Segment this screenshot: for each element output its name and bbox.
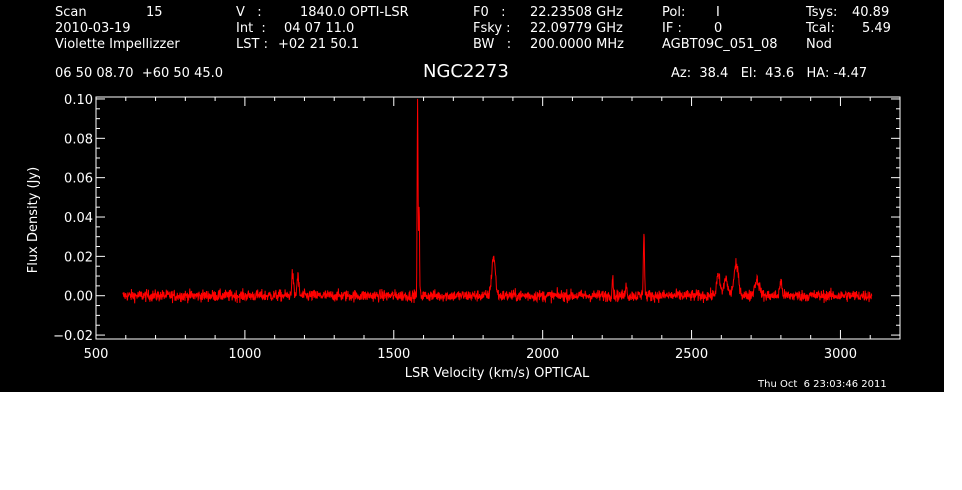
axes-layer: 500 1000 1500 2000 2500 3000 −0.02 0.00 0.02 0.04… (53, 93, 901, 362)
x-tick-label: 1500 (377, 347, 410, 362)
plot-frame (95, 96, 901, 340)
y-tick-label: 0.10 (64, 93, 93, 108)
y-axis-label: Flux Density (Jy) (26, 167, 41, 273)
bandwidth-label: BW : (473, 37, 512, 52)
if-value: 0 (714, 21, 723, 36)
velocity-value: 1840.0 OPTI-LSR (300, 5, 409, 20)
rest-frequency-value: 22.23508 GHz (530, 5, 623, 20)
observer-name: Violette Impellizzer (55, 37, 180, 52)
plot-panel: Scan 15 2010-03-19 Violette Impellizzer … (0, 0, 944, 392)
sky-frequency-label: Fsky : (473, 21, 511, 36)
tcal-label: Tcal: (806, 21, 835, 36)
az-el-ha: Az: 38.4 El: 43.6 HA: -4.47 (671, 66, 868, 81)
sky-frequency-value: 22.09779 GHz (530, 21, 623, 36)
observing-mode: Nod (806, 37, 832, 52)
observation-date: 2010-03-19 (55, 21, 131, 36)
y-tick-label: 0.08 (64, 132, 93, 147)
project-id: AGBT09C_051_08 (662, 37, 778, 52)
spectrum-line (122, 98, 873, 304)
source-coordinates: 06 50 08.70 +60 50 45.0 (55, 66, 224, 81)
spectrum-chart: 500 1000 1500 2000 2500 3000 −0.02 0.00 0.02 0.04… (26, 93, 901, 381)
if-label: IF : (662, 21, 682, 36)
y-tick-label: 0.06 (64, 172, 93, 187)
tsys-value: 40.89 (852, 5, 890, 20)
lst-value: +02 21 50.1 (278, 37, 360, 52)
integration-label: Int : (236, 21, 266, 36)
x-tick-label: 1000 (228, 347, 261, 362)
tsys-label: Tsys: (806, 5, 838, 20)
lst-label: LST : (236, 37, 268, 52)
scan-value: 15 (146, 5, 163, 20)
source-name: NGC2273 (423, 61, 509, 82)
polarization-label: Pol: (662, 5, 686, 20)
y-tick-label: −0.02 (53, 329, 93, 344)
x-tick-label: 500 (84, 347, 109, 362)
x-tick-label: 2500 (675, 347, 708, 362)
velocity-label: V : (236, 5, 262, 20)
y-tick-label: 0.00 (64, 290, 93, 305)
timestamp: Thu Oct 6 23:03:46 2011 (758, 379, 887, 390)
bandwidth-value: 200.0000 MHz (530, 37, 624, 52)
spectrum-trace-layer (122, 98, 873, 304)
y-tick-label: 0.02 (64, 250, 93, 265)
polarization-value: I (716, 5, 720, 20)
tcal-value: 5.49 (862, 21, 891, 36)
integration-value: 04 07 11.0 (284, 21, 355, 36)
rest-frequency-label: F0 : (473, 5, 506, 20)
y-tick-label: 0.04 (64, 211, 93, 226)
x-tick-label: 3000 (824, 347, 857, 362)
x-axis-label: LSR Velocity (km/s) OPTICAL (405, 366, 590, 381)
x-tick-label: 2000 (526, 347, 559, 362)
scan-label: Scan (55, 5, 87, 20)
